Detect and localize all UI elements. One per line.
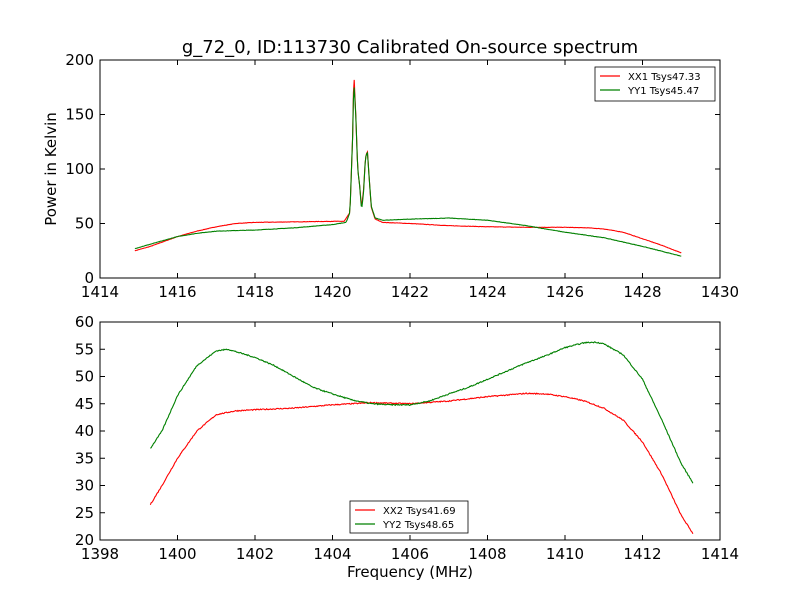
x-axis-label: Frequency (MHz) [347,563,473,581]
x-tick-label: 1420 [313,283,351,301]
x-tick-label: 1398 [81,545,119,563]
legend: XX2 Tsys41.69 YY2 Tsys48.65 [349,500,469,534]
y-tick-label: 50 [75,215,94,233]
top-panel: 1414 1416 1418 1420 1422 1424 1426 1428 1430 0 50 1… [42,51,739,301]
x-tick-label: 1402 [236,545,274,563]
y-tick-label: 55 [75,340,94,358]
x-tick-label: 1416 [158,283,196,301]
x-tick-label: 1400 [158,545,196,563]
y-tick-label: 30 [75,477,94,495]
y-axis-label: Power in Kelvin [42,112,60,226]
x-tick-label: 1430 [701,283,739,301]
x-tick-label: 1422 [391,283,429,301]
x-tick-label: 1406 [391,545,429,563]
legend-entry: XX1 Tsys47.33 [628,72,701,83]
y-tick-label: 150 [65,106,94,124]
y-tick-label: 50 [75,368,94,386]
x-tick-label: 1410 [546,545,584,563]
legend-entry: YY2 Tsys48.65 [382,520,454,531]
y-tick-label: 40 [75,422,94,440]
x-tick-label: 1404 [313,545,351,563]
y-tick-label: 45 [75,395,94,413]
y-tick-label: 60 [75,313,94,331]
legend-entry: XX2 Tsys41.69 [383,506,456,517]
x-tick-label: 1408 [468,545,506,563]
x-tick-label: 1414 [81,283,119,301]
legend: XX1 Tsys47.33 YY1 Tsys45.47 [594,66,716,102]
y-tick-label: 20 [75,531,94,549]
x-tick-label: 1428 [623,283,661,301]
series-line-yy1 [134,87,682,257]
x-tick-label: 1414 [701,545,739,563]
x-tick-label: 1426 [546,283,584,301]
legend-box [594,66,716,102]
x-tick-label: 1424 [468,283,506,301]
legend-box [349,500,469,534]
y-tick-label: 35 [75,449,94,467]
figure-title: g_72_0, ID:113730 Calibrated On-source s… [182,37,638,58]
y-tick-label: 25 [75,504,94,522]
x-tick-label: 1418 [236,283,274,301]
legend-entry: YY1 Tsys45.47 [627,86,699,97]
x-tick-label: 1412 [623,545,661,563]
y-tick-label: 200 [65,51,94,69]
series-line-yy2 [150,341,694,484]
bottom-panel: 1398 1400 1402 1404 1406 1408 1410 1412 1414 20 25… [75,313,739,581]
y-tick-label: 100 [65,160,94,178]
y-tick-label: 0 [84,269,94,287]
series-line-xx1 [134,79,682,254]
